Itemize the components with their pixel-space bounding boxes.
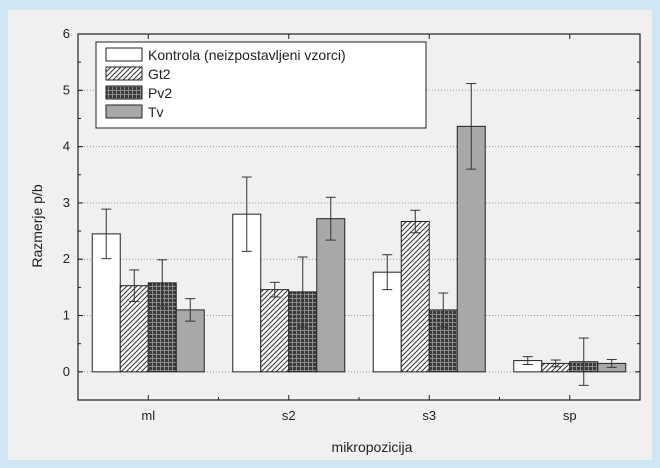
x-tick-label: s2	[282, 408, 296, 423]
plot-frame	[77, 33, 641, 401]
y-tick-label: 3	[63, 195, 70, 210]
chart-panel: 0 1 2 3 4 5 6 ml s2 s3 sp mikropozicija Razmerje p…	[8, 10, 652, 460]
legend-label: Tv	[148, 104, 164, 120]
y-tick-label: 4	[63, 139, 70, 154]
legend-swatch	[105, 66, 143, 81]
legend-box	[95, 41, 427, 129]
legend-label: Pv2	[148, 85, 172, 101]
bars	[91, 83, 627, 386]
legend: Kontrola (neizpostavljeni vzorci) Gt2 Pv2 T…	[95, 41, 427, 129]
legend-label: Gt2	[148, 66, 171, 82]
legend-swatch	[105, 104, 143, 119]
y-axis-title: Razmerje p/b	[29, 184, 45, 267]
x-tick-label: sp	[563, 408, 577, 423]
legend-swatch	[105, 85, 143, 100]
y-tick-label: 2	[63, 251, 70, 266]
axes: 0 1 2 3 4 5 6 ml s2 s3 sp	[63, 26, 641, 423]
y-tick-label: 0	[63, 364, 70, 379]
bar-tv-s2	[316, 218, 346, 373]
bar-chart: 0 1 2 3 4 5 6 ml s2 s3 sp mikropozicija Razmerje p…	[29, 26, 641, 455]
y-tick-label: 6	[63, 26, 70, 41]
y-tick-label: 5	[63, 82, 70, 97]
legend-swatch	[105, 47, 143, 62]
x-tick-label: s3	[422, 408, 436, 423]
x-axis-title: mikropozicija	[332, 439, 413, 455]
bar-gt2-s2	[260, 289, 290, 373]
y-tick-label: 1	[63, 308, 70, 323]
legend-label: Kontrola (neizpostavljeni vzorci)	[148, 47, 346, 63]
bar-gt2-s3	[400, 221, 430, 373]
x-tick-label: ml	[141, 408, 155, 423]
